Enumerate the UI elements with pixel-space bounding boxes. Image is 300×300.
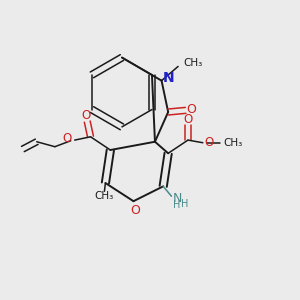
Text: N: N [163, 71, 175, 85]
Text: O: O [81, 109, 91, 122]
Text: O: O [184, 113, 193, 126]
Text: N: N [173, 192, 182, 206]
Text: H: H [173, 200, 181, 211]
Text: CH₃: CH₃ [223, 138, 243, 148]
Text: CH₃: CH₃ [94, 191, 113, 201]
Text: O: O [204, 136, 213, 148]
Text: O: O [130, 204, 140, 217]
Text: O: O [62, 132, 71, 145]
Text: O: O [186, 103, 196, 116]
Text: CH₃: CH₃ [184, 58, 203, 68]
Text: H: H [182, 200, 189, 209]
